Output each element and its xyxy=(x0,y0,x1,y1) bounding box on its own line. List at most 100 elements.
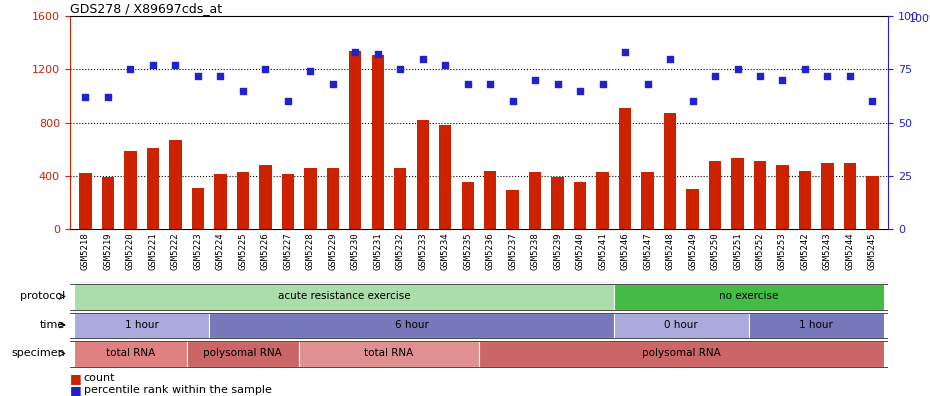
Bar xyxy=(731,158,744,229)
Bar xyxy=(529,172,541,229)
Point xyxy=(326,81,340,87)
Text: GSM5249: GSM5249 xyxy=(688,232,698,270)
Point xyxy=(303,68,318,74)
Bar xyxy=(417,120,429,229)
Text: GSM5234: GSM5234 xyxy=(441,232,450,270)
Text: polysomal RNA: polysomal RNA xyxy=(204,348,282,358)
Point xyxy=(640,81,655,87)
Text: GSM5219: GSM5219 xyxy=(103,232,113,270)
Text: GSM5233: GSM5233 xyxy=(418,232,427,270)
Bar xyxy=(574,182,586,229)
Point xyxy=(235,88,250,94)
Point xyxy=(191,72,206,79)
Bar xyxy=(479,341,884,367)
Text: GSM5226: GSM5226 xyxy=(260,232,270,270)
Bar xyxy=(642,172,654,229)
Text: GSM5229: GSM5229 xyxy=(328,232,338,270)
Bar xyxy=(299,341,479,367)
Bar xyxy=(74,284,614,310)
Bar xyxy=(372,55,384,229)
Text: GSM5232: GSM5232 xyxy=(396,232,405,270)
Bar xyxy=(844,163,857,229)
Text: GDS278 / X89697cds_at: GDS278 / X89697cds_at xyxy=(70,2,222,15)
Point xyxy=(258,66,272,72)
Bar xyxy=(237,172,249,229)
Text: GSM5225: GSM5225 xyxy=(238,232,247,270)
Text: ■: ■ xyxy=(70,384,82,396)
Point xyxy=(618,49,632,55)
Point xyxy=(483,81,498,87)
Text: GSM5253: GSM5253 xyxy=(778,232,787,270)
Text: GSM5250: GSM5250 xyxy=(711,232,720,270)
Text: GSM5252: GSM5252 xyxy=(755,232,764,270)
Bar xyxy=(192,188,204,229)
Bar xyxy=(709,161,721,229)
Point xyxy=(685,98,700,105)
Bar xyxy=(394,168,406,229)
Point xyxy=(798,66,813,72)
Bar xyxy=(125,150,137,229)
Point xyxy=(281,98,296,105)
Point xyxy=(78,94,93,100)
Text: GSM5243: GSM5243 xyxy=(823,232,832,270)
Point xyxy=(370,51,385,57)
Bar xyxy=(461,182,474,229)
Bar xyxy=(304,168,316,229)
Bar xyxy=(686,188,698,229)
Bar xyxy=(754,161,766,229)
Point xyxy=(752,72,767,79)
Bar xyxy=(101,177,114,229)
Bar xyxy=(74,341,187,367)
Text: acute resistance exercise: acute resistance exercise xyxy=(278,291,410,301)
Text: GSM5224: GSM5224 xyxy=(216,232,225,270)
Point xyxy=(505,98,520,105)
Bar xyxy=(209,313,614,338)
Point xyxy=(843,72,857,79)
Point xyxy=(527,77,542,83)
Text: GSM5240: GSM5240 xyxy=(576,232,585,270)
Text: GSM5251: GSM5251 xyxy=(733,232,742,270)
Bar xyxy=(507,190,519,229)
Text: GSM5227: GSM5227 xyxy=(284,232,292,270)
Bar xyxy=(169,140,181,229)
Bar xyxy=(147,148,159,229)
Text: protocol: protocol xyxy=(20,291,65,301)
Text: GSM5236: GSM5236 xyxy=(485,232,495,270)
Text: GSM5221: GSM5221 xyxy=(149,232,157,270)
Point xyxy=(123,66,138,72)
Bar xyxy=(821,163,833,229)
Text: GSM5245: GSM5245 xyxy=(868,232,877,270)
Point xyxy=(708,72,723,79)
Point xyxy=(460,81,475,87)
Point xyxy=(100,94,115,100)
Text: GSM5238: GSM5238 xyxy=(531,232,539,270)
Bar xyxy=(866,176,879,229)
Point xyxy=(820,72,835,79)
Bar xyxy=(614,313,749,338)
Text: polysomal RNA: polysomal RNA xyxy=(642,348,721,358)
Text: GSM5222: GSM5222 xyxy=(171,232,179,270)
Text: GSM5246: GSM5246 xyxy=(620,232,630,270)
Text: GSM5218: GSM5218 xyxy=(81,232,90,270)
Text: ■: ■ xyxy=(70,372,82,385)
Bar xyxy=(618,108,631,229)
Text: GSM5235: GSM5235 xyxy=(463,232,472,270)
Text: GSM5223: GSM5223 xyxy=(193,232,203,270)
Bar xyxy=(282,174,294,229)
Bar xyxy=(79,173,92,229)
Text: 0 hour: 0 hour xyxy=(664,320,698,330)
Y-axis label: 100%: 100% xyxy=(910,14,930,24)
Text: GSM5242: GSM5242 xyxy=(801,232,809,270)
Point xyxy=(168,62,183,68)
Bar xyxy=(349,51,362,229)
Text: GSM5247: GSM5247 xyxy=(643,232,652,270)
Text: specimen: specimen xyxy=(11,348,65,358)
Text: GSM5244: GSM5244 xyxy=(845,232,855,270)
Point xyxy=(865,98,880,105)
Point xyxy=(595,81,610,87)
Text: total RNA: total RNA xyxy=(106,348,155,358)
Bar xyxy=(799,171,811,229)
Point xyxy=(416,55,431,62)
Point xyxy=(348,49,363,55)
Bar xyxy=(551,177,564,229)
